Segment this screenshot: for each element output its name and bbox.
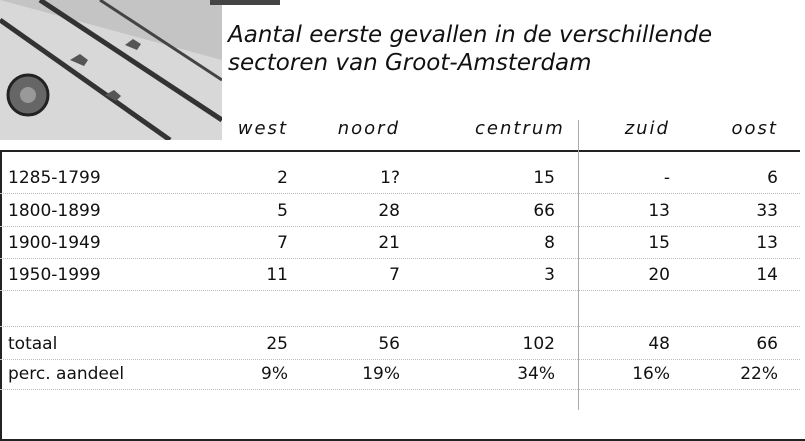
row-rule xyxy=(0,326,800,327)
row-rule xyxy=(0,389,800,390)
cell: 66 xyxy=(698,334,778,354)
cell: 6 xyxy=(698,168,778,188)
cell: 2 xyxy=(208,168,288,188)
header-rule xyxy=(0,150,800,152)
cell: 19% xyxy=(320,364,400,384)
title: Aantal eerste gevallen in de verschillen… xyxy=(228,22,712,48)
cell: 1? xyxy=(320,168,400,188)
cell: 33 xyxy=(698,201,778,221)
cell: 13 xyxy=(590,201,670,221)
row-label: perc. aandeel xyxy=(8,364,124,384)
cell: 8 xyxy=(475,233,555,253)
column-header: west xyxy=(208,118,288,139)
cell: 28 xyxy=(320,201,400,221)
cell: 48 xyxy=(590,334,670,354)
cell: 20 xyxy=(590,265,670,285)
cell: 13 xyxy=(698,233,778,253)
cell: 15 xyxy=(590,233,670,253)
cell: 16% xyxy=(590,364,670,384)
cell: 5 xyxy=(208,201,288,221)
tab xyxy=(210,0,280,5)
row-label: 1950-1999 xyxy=(8,265,101,285)
column-header: zuid xyxy=(590,118,670,139)
illustration xyxy=(0,0,222,140)
column-header: oost xyxy=(698,118,778,139)
cell: 15 xyxy=(475,168,555,188)
cell: 22% xyxy=(698,364,778,384)
title: sectoren van Groot-Amsterdam xyxy=(228,50,592,76)
row-rule xyxy=(0,359,800,360)
cell: 56 xyxy=(320,334,400,354)
cell: 3 xyxy=(475,265,555,285)
column-header: noord xyxy=(320,118,400,139)
cell: 9% xyxy=(208,364,288,384)
cell: 7 xyxy=(208,233,288,253)
row-label: 1900-1949 xyxy=(8,233,101,253)
row-label: 1285-1799 xyxy=(8,168,101,188)
row-label: totaal xyxy=(8,334,57,354)
row-rule xyxy=(0,258,800,259)
row-rule xyxy=(0,226,800,227)
row-label: 1800-1899 xyxy=(8,201,101,221)
divider xyxy=(578,120,579,410)
row-rule xyxy=(0,193,800,194)
cell: 21 xyxy=(320,233,400,253)
cell: - xyxy=(590,168,670,188)
row-rule xyxy=(0,290,800,291)
page: Aantal eerste gevallen in de verschillen… xyxy=(0,0,805,441)
cell: 11 xyxy=(208,265,288,285)
cell: 14 xyxy=(698,265,778,285)
cell: 34% xyxy=(475,364,555,384)
cell: 7 xyxy=(320,265,400,285)
cell: 102 xyxy=(475,334,555,354)
cell: 66 xyxy=(475,201,555,221)
column-header: centrum xyxy=(475,118,555,139)
cell: 25 xyxy=(208,334,288,354)
